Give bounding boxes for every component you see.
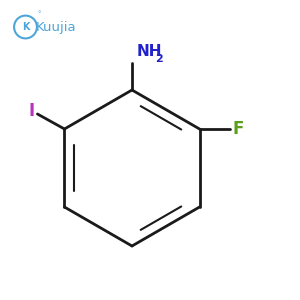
Text: °: ° bbox=[38, 12, 41, 18]
Text: NH: NH bbox=[136, 44, 162, 59]
Text: F: F bbox=[232, 120, 244, 138]
Text: I: I bbox=[28, 102, 34, 120]
Text: Kuujia: Kuujia bbox=[36, 20, 77, 34]
Text: 2: 2 bbox=[155, 54, 163, 64]
Text: K: K bbox=[22, 22, 29, 32]
